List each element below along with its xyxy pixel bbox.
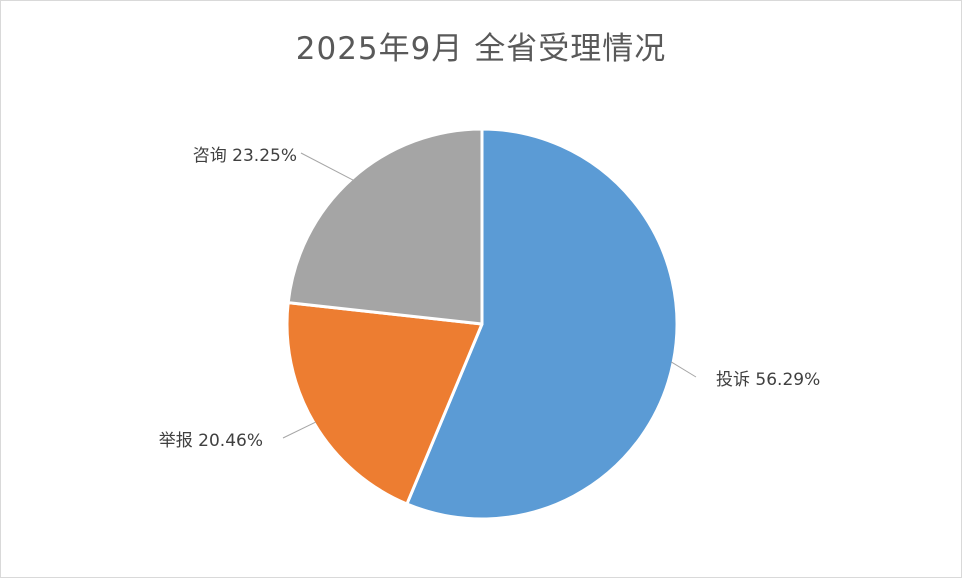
data-label-report: 举报 20.46% — [159, 431, 263, 451]
data-label-consult: 咨询 23.25% — [193, 146, 297, 166]
data-label-complaint: 投诉 56.29% — [716, 370, 820, 390]
chart-title: 2025年9月 全省受理情况 — [295, 31, 667, 67]
leader-line-consult — [300, 152, 354, 181]
leader-lines — [282, 152, 697, 439]
pie-slices — [285, 127, 679, 521]
data-labels: 投诉 56.29% 举报 20.46% 咨询 23.25% — [159, 146, 820, 451]
leader-line-report — [282, 421, 316, 439]
pie-slice-consult — [286, 127, 484, 326]
pie-slice-complaint — [405, 127, 679, 521]
leader-line-complaint — [670, 361, 697, 378]
